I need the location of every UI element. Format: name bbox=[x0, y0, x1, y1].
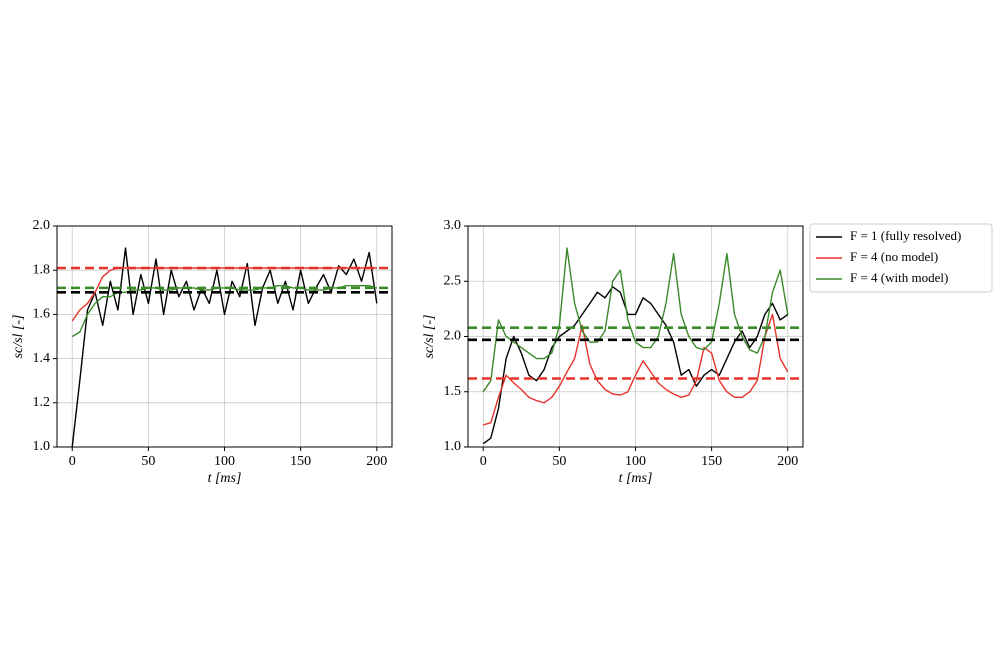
x-tick-label: 200 bbox=[366, 454, 387, 469]
y-axis-label: sc/sl [-] bbox=[11, 315, 26, 359]
x-tick-label: 0 bbox=[480, 454, 487, 469]
series-line bbox=[71, 285, 377, 338]
x-tick-label: 0 bbox=[69, 454, 76, 469]
x-tick-label: 150 bbox=[290, 454, 311, 469]
y-tick-label: 1.2 bbox=[33, 395, 51, 410]
y-tick-label: 2.0 bbox=[444, 329, 462, 344]
x-axis-label: t [ms] bbox=[619, 471, 653, 486]
y-tick-label: 2.5 bbox=[444, 273, 462, 288]
series-line bbox=[482, 247, 789, 393]
legend-label: F = 4 (with model) bbox=[850, 270, 948, 285]
plot-frame bbox=[56, 225, 393, 448]
series-line bbox=[483, 313, 789, 426]
y-tick-label: 1.0 bbox=[33, 439, 51, 454]
y-tick-label: 3.0 bbox=[444, 218, 462, 233]
y-axis-label: sc/sl [-] bbox=[422, 315, 437, 359]
series-line bbox=[71, 247, 378, 448]
x-tick-label: 50 bbox=[552, 454, 566, 469]
series-line bbox=[482, 286, 789, 445]
x-tick-label: 100 bbox=[625, 454, 646, 469]
y-tick-label: 1.5 bbox=[444, 384, 462, 399]
x-tick-label: 100 bbox=[214, 454, 235, 469]
legend-box bbox=[809, 223, 993, 293]
y-tick-label: 2.0 bbox=[33, 218, 51, 233]
legend-label: F = 4 (no model) bbox=[850, 249, 938, 264]
legend-label: F = 1 (fully resolved) bbox=[850, 228, 961, 243]
y-tick-label: 1.6 bbox=[33, 307, 51, 322]
x-tick-label: 50 bbox=[141, 454, 155, 469]
x-tick-label: 150 bbox=[701, 454, 722, 469]
y-tick-label: 1.4 bbox=[33, 351, 51, 366]
plot-frame bbox=[467, 225, 804, 448]
y-tick-label: 1.0 bbox=[444, 439, 462, 454]
legend: F = 1 (fully resolved) F = 4 (no model) F … bbox=[809, 223, 993, 293]
x-axis-label: t [ms] bbox=[208, 471, 242, 486]
x-tick-label: 200 bbox=[777, 454, 798, 469]
y-tick-label: 1.8 bbox=[33, 262, 51, 277]
